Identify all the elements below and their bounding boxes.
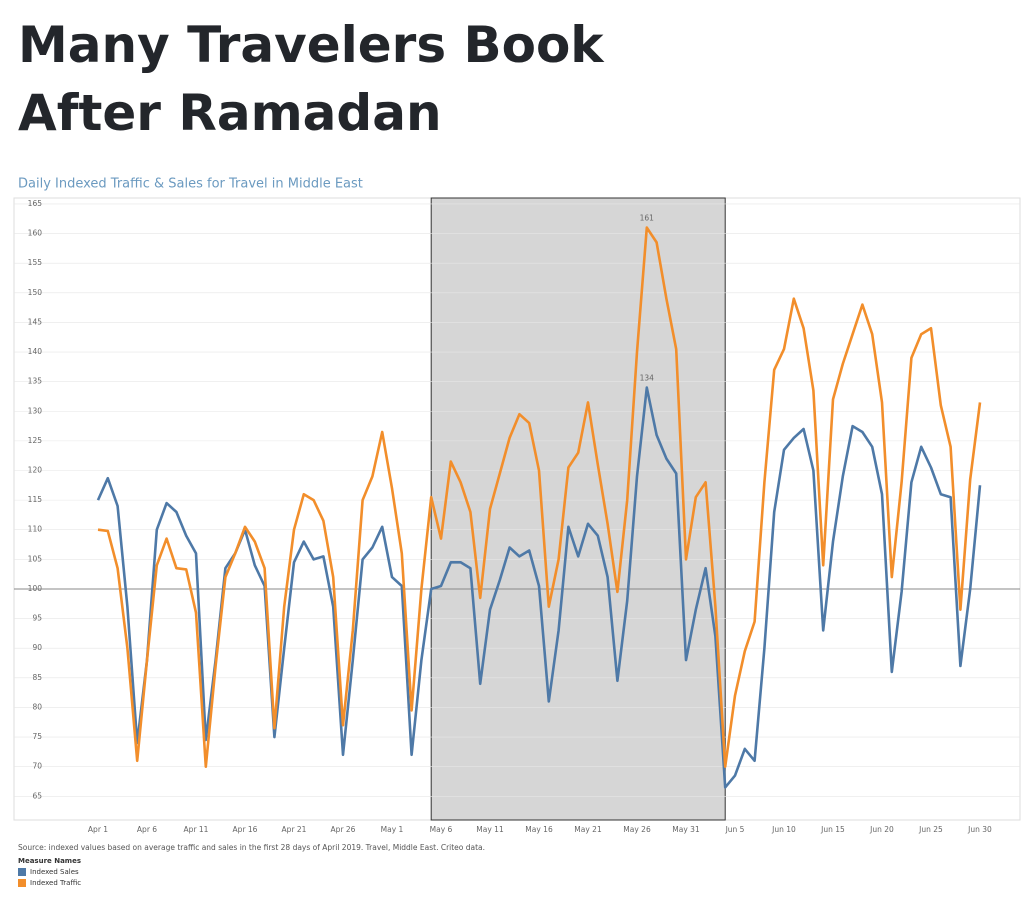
y-tick-label: 95	[32, 614, 42, 623]
x-tick-label: May 6	[430, 825, 453, 834]
y-tick-label: 125	[28, 436, 43, 445]
x-tick-label: Jun 30	[967, 825, 992, 834]
legend-swatch	[18, 879, 26, 887]
shaded-period	[430, 197, 726, 821]
y-tick-label: 135	[28, 377, 43, 386]
x-tick-label: Jun 20	[869, 825, 894, 834]
y-tick-label: 120	[28, 465, 43, 474]
y-tick-label: 70	[32, 762, 42, 771]
x-tick-label: May 11	[476, 825, 504, 834]
x-tick-label: Jun 15	[820, 825, 845, 834]
title-line: After Ramadan	[18, 84, 442, 142]
y-tick-label: 115	[28, 495, 43, 504]
x-tick-label: Apr 26	[331, 825, 356, 834]
x-tick-label: Apr 16	[233, 825, 258, 834]
y-tick-label: 160	[28, 229, 43, 238]
x-tick-label: Jun 5	[725, 825, 745, 834]
y-tick-label: 140	[28, 347, 43, 356]
y-tick-label: 150	[28, 288, 43, 297]
y-tick-label: 85	[32, 673, 42, 682]
y-tick-label: 110	[28, 525, 43, 534]
y-tick-label: 130	[28, 406, 43, 415]
x-tick-label: May 31	[672, 825, 700, 834]
source: Source: indexed values based on average …	[18, 843, 485, 852]
legend-label: Indexed Traffic	[30, 879, 81, 887]
y-tick-label: 155	[28, 258, 43, 267]
legend-label: Indexed Sales	[30, 868, 79, 876]
x-tick-label: May 1	[381, 825, 404, 834]
y-tick-label: 80	[32, 702, 42, 711]
x-tick-label: Jun 10	[771, 825, 796, 834]
x-tick-label: Apr 1	[88, 825, 108, 834]
x-tick-label: May 21	[574, 825, 602, 834]
y-tick-label: 145	[28, 317, 43, 326]
x-tick-label: Apr 11	[184, 825, 209, 834]
series-line	[97, 226, 982, 768]
y-tick-label: 105	[28, 554, 43, 563]
y-tick-label: 75	[32, 732, 42, 741]
x-tick-label: Apr 21	[282, 825, 307, 834]
legend-swatch	[18, 868, 26, 876]
x-tick-label: Apr 6	[137, 825, 157, 834]
y-tick-label: 90	[32, 643, 42, 652]
legend-title: Measure Names	[18, 857, 81, 865]
subtitle: Daily Indexed Traffic & Sales for Travel…	[18, 177, 363, 192]
data-label: 134	[640, 374, 655, 383]
data-label: 161	[640, 214, 655, 223]
x-tick-label: Jun 25	[918, 825, 943, 834]
y-tick-label: 165	[28, 199, 43, 208]
x-tick-label: May 26	[623, 825, 651, 834]
title-line: Many Travelers Book	[18, 16, 605, 74]
y-tick-label: 65	[32, 791, 42, 800]
x-tick-label: May 16	[525, 825, 553, 834]
